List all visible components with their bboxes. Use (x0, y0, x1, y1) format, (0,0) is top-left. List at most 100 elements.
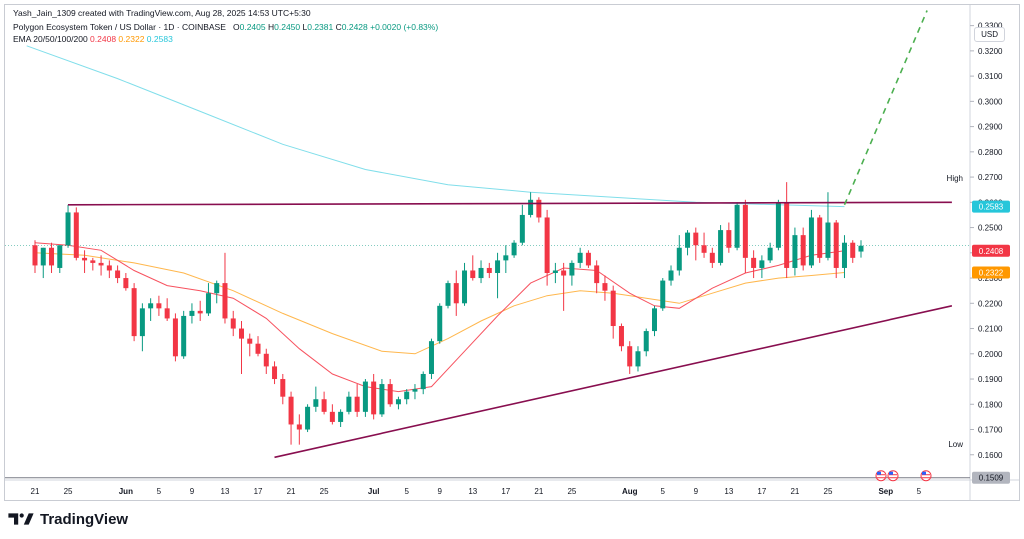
candle-body[interactable] (329, 411, 335, 422)
candle-body[interactable] (115, 270, 121, 279)
currency-selector[interactable]: USD (974, 27, 1005, 42)
candle-body[interactable] (718, 230, 724, 263)
candle-body[interactable] (40, 247, 46, 266)
candle-body[interactable] (189, 310, 195, 316)
candle-body[interactable] (73, 212, 79, 258)
candle-body[interactable] (354, 396, 360, 412)
candle-body[interactable] (660, 280, 666, 309)
candle-body[interactable] (305, 406, 311, 430)
candle-body[interactable] (346, 396, 352, 412)
candle-body[interactable] (825, 222, 831, 258)
candle-body[interactable] (239, 328, 244, 339)
candle-body[interactable] (643, 331, 649, 352)
candle-body[interactable] (528, 199, 534, 215)
candle-body[interactable] (817, 217, 823, 258)
candle-body[interactable] (841, 242, 847, 268)
candle-body[interactable] (404, 391, 410, 400)
candle-body[interactable] (495, 260, 501, 274)
candle-body[interactable] (255, 343, 261, 354)
candle-body[interactable] (536, 199, 542, 218)
candle-body[interactable] (742, 204, 748, 258)
candle-body[interactable] (412, 389, 418, 392)
candle-body[interactable] (379, 384, 385, 415)
candle-body[interactable] (462, 270, 468, 304)
candle-body[interactable] (478, 267, 484, 279)
candle-body[interactable] (131, 288, 137, 337)
candle-body[interactable] (594, 265, 600, 284)
candle-body[interactable] (453, 283, 459, 304)
chart-canvas[interactable]: 0.3300 0.3200 0.3100 0.3000 0.2900 0.2800 0.27… (5, 5, 1019, 500)
candle-body[interactable] (181, 315, 187, 357)
candle-body[interactable] (577, 252, 583, 263)
candle-body[interactable] (197, 310, 203, 314)
candle-body[interactable] (759, 260, 765, 268)
candle-body[interactable] (470, 270, 476, 279)
candle-body[interactable] (98, 262, 104, 266)
candle-body[interactable] (437, 305, 443, 342)
candle-body[interactable] (486, 267, 492, 274)
candle-body[interactable] (585, 252, 591, 266)
candle-body[interactable] (511, 242, 517, 256)
candle-body[interactable] (123, 278, 129, 289)
candle-body[interactable] (296, 424, 302, 430)
candle-body[interactable] (792, 235, 798, 268)
candle-body[interactable] (544, 217, 550, 274)
candle-body[interactable] (420, 373, 426, 390)
candle-body[interactable] (82, 257, 88, 261)
candle-body[interactable] (652, 308, 657, 332)
candle-body[interactable] (49, 247, 55, 266)
candle-body[interactable] (288, 396, 294, 425)
candle-body[interactable] (428, 341, 434, 374)
candle-body[interactable] (222, 283, 228, 319)
candle-body[interactable] (172, 318, 178, 357)
candle-body[interactable] (610, 290, 616, 327)
candle-body[interactable] (618, 326, 624, 347)
candle-body[interactable] (627, 346, 633, 367)
candle-body[interactable] (775, 202, 781, 248)
candle-body[interactable] (701, 245, 707, 253)
candle-body[interactable] (751, 257, 757, 268)
candle-body[interactable] (784, 202, 790, 268)
candle-body[interactable] (272, 366, 278, 380)
candle-body[interactable] (519, 214, 525, 243)
candle-body[interactable] (602, 283, 608, 291)
candle-body[interactable] (230, 318, 236, 329)
candle-body[interactable] (734, 204, 740, 248)
candle-body[interactable] (850, 242, 856, 258)
candle-body[interactable] (676, 247, 682, 271)
candle-body[interactable] (280, 379, 286, 397)
candle-body[interactable] (371, 381, 377, 415)
candle-body[interactable] (57, 245, 63, 268)
candle-body[interactable] (32, 245, 38, 266)
candle-body[interactable] (214, 283, 220, 294)
candle-body[interactable] (503, 255, 509, 261)
ema-legend[interactable]: EMA 20/50/100/200 0.2408 0.2322 0.2583 (13, 34, 173, 44)
candle-body[interactable] (164, 308, 170, 319)
candle-body[interactable] (106, 265, 112, 271)
candle-body[interactable] (552, 270, 558, 274)
candle-body[interactable] (685, 232, 691, 248)
candle-body[interactable] (800, 235, 806, 266)
candle-body[interactable] (726, 230, 732, 248)
candle-body[interactable] (65, 212, 71, 246)
candle-body[interactable] (139, 308, 145, 337)
candle-body[interactable] (90, 260, 96, 263)
candle-body[interactable] (247, 338, 253, 344)
candle-body[interactable] (693, 232, 699, 246)
candle-body[interactable] (395, 399, 401, 405)
candle-body[interactable] (668, 270, 674, 281)
candle-body[interactable] (445, 283, 451, 306)
candle-body[interactable] (808, 217, 814, 266)
candle-body[interactable] (709, 252, 715, 263)
candle-body[interactable] (858, 245, 864, 252)
candle-body[interactable] (387, 384, 393, 405)
candle-body[interactable] (313, 399, 319, 407)
candle-body[interactable] (767, 247, 773, 261)
candle-body[interactable] (561, 270, 567, 276)
candle-body[interactable] (833, 222, 839, 268)
candle-body[interactable] (635, 351, 641, 367)
candle-body[interactable] (263, 353, 269, 367)
candle-body[interactable] (569, 262, 575, 276)
candle-body[interactable] (205, 293, 211, 314)
candle-body[interactable] (338, 411, 344, 422)
